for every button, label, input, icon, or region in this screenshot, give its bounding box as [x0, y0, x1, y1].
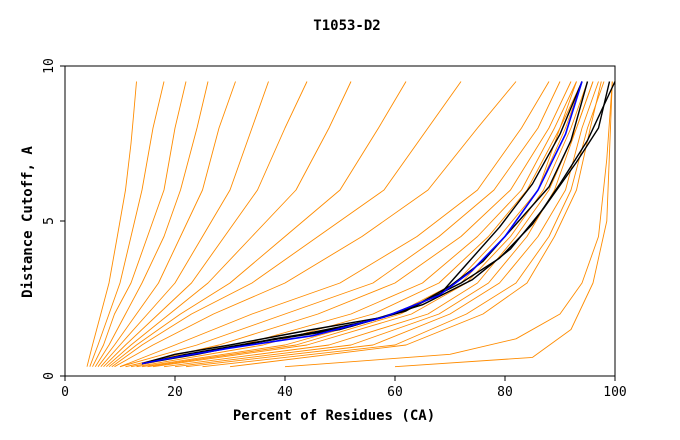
bundle-series-line-8	[108, 81, 407, 368]
bundle-series-line-17	[152, 81, 588, 368]
bundle-series-line-11	[119, 81, 550, 368]
bundle-series-line-23	[394, 81, 613, 368]
bundle-series-line-22	[284, 81, 613, 368]
bundle-series-line-20	[185, 81, 599, 368]
bundle-series-line-2	[92, 81, 187, 367]
chart-title: T1053-D2	[313, 18, 380, 34]
bundle-series-line-7	[106, 81, 352, 368]
bundle-series-line-19	[174, 81, 594, 368]
bundle-series-line-4	[97, 81, 236, 367]
bundle-series-line-0	[86, 81, 137, 367]
y-axis-ticks: 0 5 10	[42, 58, 65, 380]
x-tick-label-0: 0	[61, 385, 69, 400]
y-tick-label-0: 0	[42, 372, 57, 380]
highlight-black-line-2	[141, 81, 616, 365]
bundle-series-line-13	[125, 81, 572, 368]
y-tick-label-2: 10	[42, 58, 57, 74]
bundle-series-group	[86, 81, 613, 368]
bundle-series-line-1	[89, 81, 165, 367]
x-tick-label-1: 20	[167, 385, 183, 400]
highlight-black-line-3	[141, 81, 611, 365]
x-tick-label-5: 100	[603, 385, 626, 400]
highlight-series-group	[141, 81, 616, 365]
bundle-series-line-12	[119, 81, 561, 368]
bundle-series-line-16	[141, 81, 583, 368]
highlight-blue-line-0	[141, 81, 583, 365]
bundle-series-line-10	[114, 81, 517, 368]
x-axis-label: Percent of Residues (CA)	[233, 408, 435, 424]
x-tick-label-3: 60	[387, 385, 403, 400]
highlight-black-line-0	[141, 81, 583, 365]
x-tick-label-4: 80	[497, 385, 513, 400]
bundle-series-line-9	[111, 81, 462, 368]
x-tick-label-2: 40	[277, 385, 293, 400]
y-tick-label-1: 5	[42, 217, 57, 225]
bundle-series-line-21	[202, 81, 605, 368]
bundle-series-line-5	[100, 81, 269, 367]
y-axis-label: Distance Cutoff, A	[20, 146, 36, 298]
bundle-series-line-3	[94, 81, 209, 367]
x-axis-ticks: 0 20 40 60 80 100	[61, 376, 627, 400]
bundle-series-line-6	[103, 81, 308, 368]
